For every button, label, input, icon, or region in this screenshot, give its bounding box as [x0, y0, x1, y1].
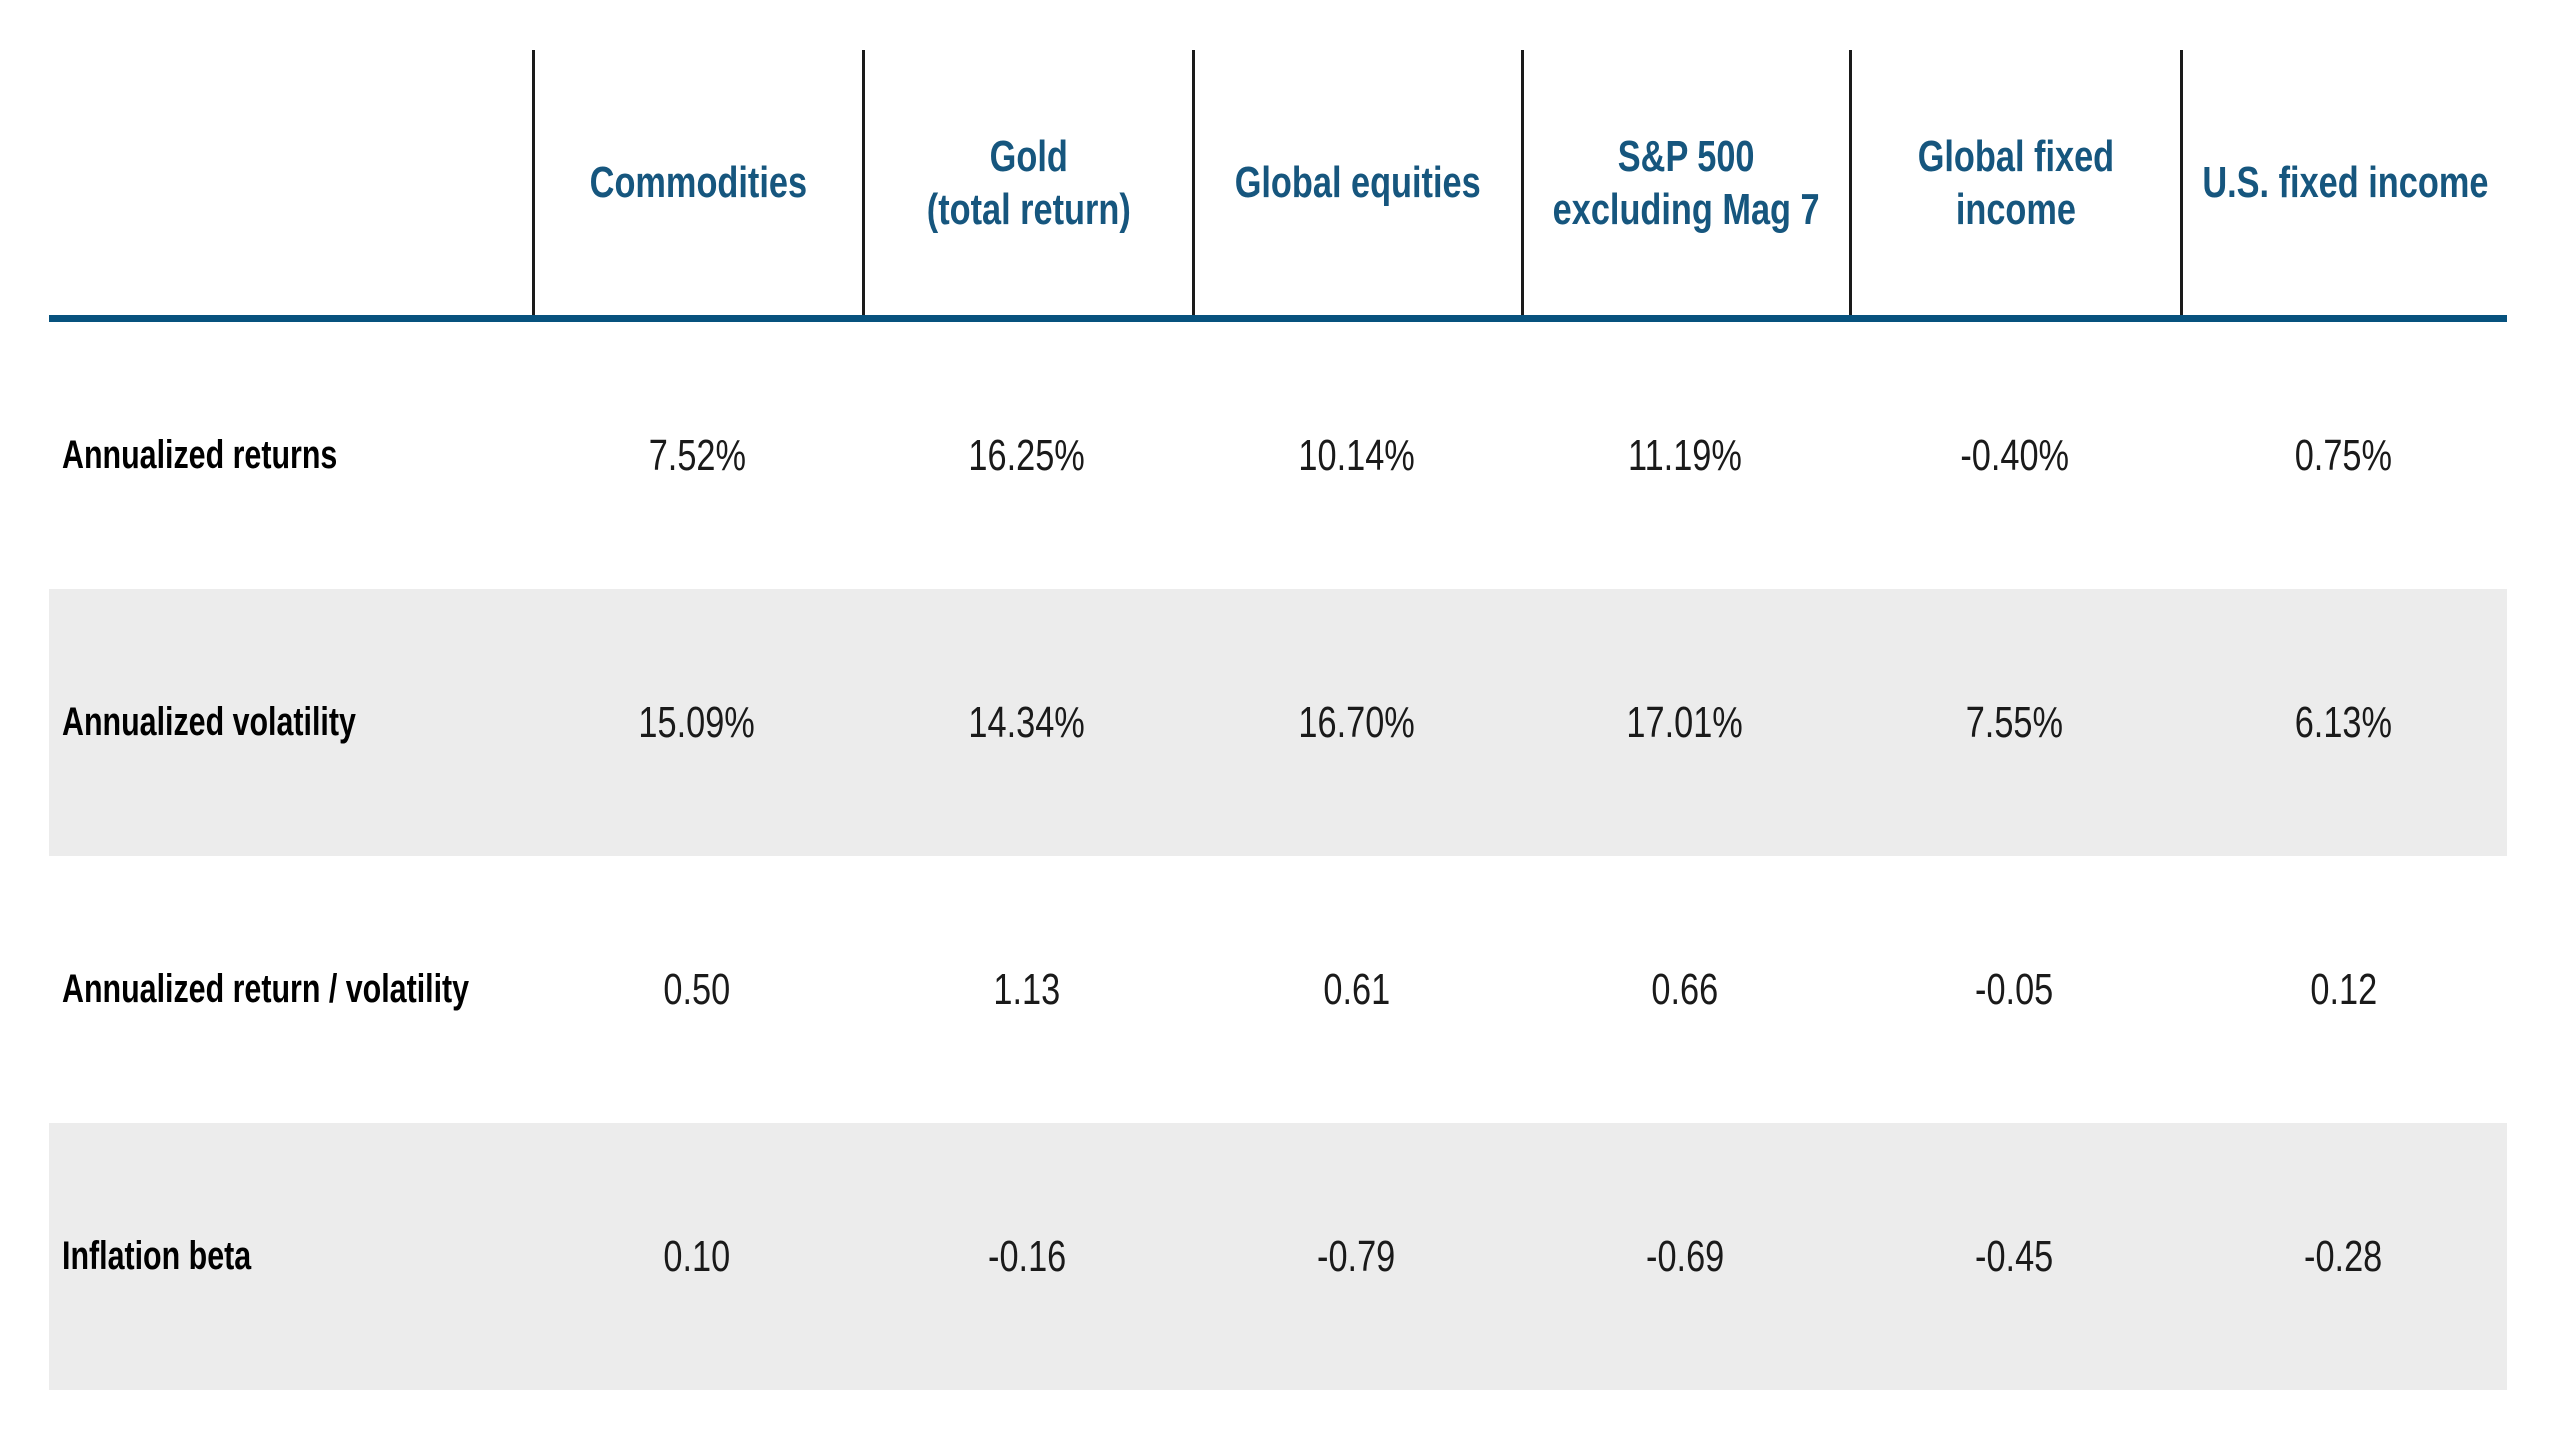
row-label: Annualized volatility [49, 589, 532, 856]
cell-value: -0.05 [1975, 964, 2054, 1014]
cell-value: 16.70% [1298, 697, 1415, 747]
column-header-label: Commodities [589, 158, 808, 207]
table-cell: -0.28 [2180, 1123, 2507, 1390]
cell-value: 16.25% [968, 430, 1086, 480]
table-header-row: Commodities Gold (total return) Global e… [49, 50, 2507, 315]
table-cell: 16.70% [1192, 589, 1521, 856]
table-cell: -0.40% [1849, 322, 2180, 589]
cell-value: 7.55% [1965, 697, 2064, 747]
cell-value: 0.50 [663, 964, 731, 1014]
column-header-label: S&P 500 excluding Mag 7 [1553, 131, 1821, 234]
cell-value: 10.14% [1298, 430, 1415, 480]
cell-value: -0.28 [2304, 1231, 2383, 1281]
table-cell: 0.61 [1192, 856, 1521, 1123]
cell-value: 14.34% [968, 697, 1086, 747]
row-label-text: Annualized returns [62, 433, 338, 477]
cell-value: -0.79 [1317, 1231, 1396, 1281]
table-cell: -0.79 [1192, 1123, 1521, 1390]
column-header-commodities: Commodities [532, 50, 862, 315]
table-cell: 11.19% [1521, 322, 1849, 589]
table-row-annualized-volatility: Annualized volatility 15.09% 14.34% 16.7… [49, 589, 2507, 856]
cell-value: 15.09% [638, 697, 756, 747]
cell-value: 0.12 [2310, 964, 2377, 1014]
table-cell: -0.16 [862, 1123, 1192, 1390]
table-cell: -0.45 [1849, 1123, 2180, 1390]
cell-value: 1.13 [993, 964, 1061, 1014]
cell-value: -0.16 [987, 1231, 1067, 1281]
table-cell: 0.10 [532, 1123, 862, 1390]
header-divider-rule [49, 315, 2507, 322]
table-cell: 7.55% [1849, 589, 2180, 856]
table-cell: 15.09% [532, 589, 862, 856]
table-cell: 7.52% [532, 322, 862, 589]
column-header-gold-total-return: Gold (total return) [862, 50, 1192, 315]
column-header-sp500-excluding-mag7: S&P 500 excluding Mag 7 [1521, 50, 1849, 315]
table-cell: 1.13 [862, 856, 1192, 1123]
table-row-annualized-return-volatility: Annualized return / volatility 0.50 1.13… [49, 856, 2507, 1123]
table-cell: 14.34% [862, 589, 1192, 856]
cell-value: 0.10 [663, 1231, 731, 1281]
cell-value: -0.69 [1645, 1231, 1725, 1281]
table-cell: 0.66 [1521, 856, 1849, 1123]
table-cell: 0.12 [2180, 856, 2507, 1123]
table-cell: -0.69 [1521, 1123, 1849, 1390]
table-cell: 0.50 [532, 856, 862, 1123]
table-cell: -0.05 [1849, 856, 2180, 1123]
cell-value: 0.66 [1651, 964, 1719, 1014]
cell-value: 17.01% [1626, 697, 1744, 747]
table-cell: 10.14% [1192, 322, 1521, 589]
table-cell: 16.25% [862, 322, 1192, 589]
row-label-text: Inflation beta [62, 1234, 252, 1278]
column-header-global-fixed-income: Global fixed income [1849, 50, 2180, 315]
cell-value: 6.13% [2294, 697, 2393, 747]
cell-value: 0.61 [1323, 964, 1390, 1014]
cell-value: 7.52% [648, 430, 746, 480]
row-label-text: Annualized volatility [62, 700, 356, 744]
table-row-annualized-returns: Annualized returns 7.52% 16.25% 10.14% 1… [49, 322, 2507, 589]
column-header-label: Global fixed income [1917, 131, 2115, 234]
cell-value: -0.45 [1975, 1231, 2054, 1281]
row-label: Annualized return / volatility [49, 856, 532, 1123]
row-label-text: Annualized return / volatility [62, 967, 470, 1011]
table-cell: 17.01% [1521, 589, 1849, 856]
row-label: Annualized returns [49, 322, 532, 589]
row-label-column-spacer [49, 50, 532, 315]
table-row-inflation-beta: Inflation beta 0.10 -0.16 -0.79 -0.69 -0… [49, 1123, 2507, 1390]
cell-value: -0.40% [1960, 430, 2069, 480]
table-cell: 0.75% [2180, 322, 2507, 589]
column-header-label: Global equities [1234, 158, 1481, 207]
table-cell: 6.13% [2180, 589, 2507, 856]
column-header-us-fixed-income: U.S. fixed income [2180, 50, 2507, 315]
column-header-label: U.S. fixed income [2201, 158, 2489, 207]
cell-value: 11.19% [1628, 430, 1742, 480]
cell-value: 0.75% [2294, 430, 2393, 480]
column-header-global-equities: Global equities [1192, 50, 1521, 315]
row-label: Inflation beta [49, 1123, 532, 1390]
column-header-label: Gold (total return) [926, 131, 1131, 234]
financial-metrics-table: Commodities Gold (total return) Global e… [49, 50, 2507, 1390]
